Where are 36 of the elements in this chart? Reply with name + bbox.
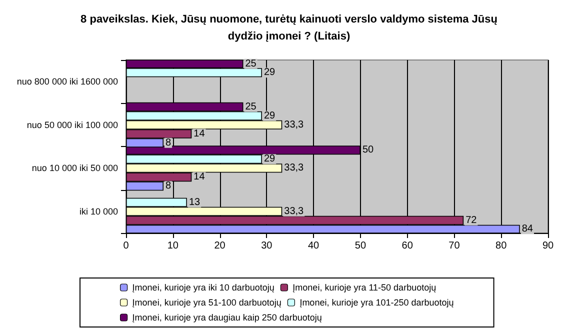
y-tick-label: nuo 800 000 iki 1600 000 [16, 76, 118, 87]
chart-title: 8 paveikslas. Kiek, Jūsų nuomone, turėtų kainuoti verslo valdymo sistema Jūsų dydžio įmonei ? (Litais) [80, 14, 498, 42]
x-tick-label: 70 [448, 240, 460, 252]
x-tick-label: 50 [354, 240, 366, 252]
x-tick-label: 30 [261, 240, 273, 252]
data-label: 33,3 [284, 119, 304, 130]
x-tick-label: 90 [542, 240, 554, 252]
legend-label: Įmonei, kurioje yra daugiau kaip 250 darbuotojų [132, 312, 322, 322]
data-label: 33,3 [284, 206, 304, 217]
data-label: 14 [194, 172, 206, 183]
data-label: 50 [362, 144, 374, 156]
y-tick-label: iki 10 000 [79, 206, 118, 216]
data-label: 8 [166, 137, 172, 148]
x-tick-label: 10 [167, 240, 179, 252]
data-label: 8 [166, 180, 172, 192]
legend-label: Įmonei, kurioje yra 101-250 darbuotojų [300, 298, 454, 308]
y-tick-label: nuo 10 000 iki 50 000 [32, 163, 118, 174]
data-label: 33,3 [284, 162, 304, 174]
x-tick-label: 0 [123, 240, 130, 252]
data-label: 29 [264, 67, 276, 78]
data-label: 25 [245, 58, 257, 70]
x-tick-label: 40 [308, 240, 320, 252]
legend-label: Įmonei, kurioje yra 11-50 darbuotojų [292, 282, 436, 292]
data-label: 29 [264, 154, 276, 165]
data-label: 13 [188, 196, 201, 208]
data-label: 14 [194, 128, 206, 140]
y-tick-label: nuo 50 000 iki 100 000 [26, 120, 118, 130]
data-label: 29 [264, 110, 276, 122]
x-tick-label: 60 [402, 240, 414, 252]
x-tick-label: 20 [214, 240, 226, 252]
legend-label: Įmonei, kurioje yra iki 10 darbuotojų [132, 282, 274, 292]
data-label: 72 [466, 214, 478, 226]
data-label: 25 [245, 101, 257, 112]
data-label: 84 [522, 224, 534, 235]
x-tick-label: 80 [496, 240, 508, 252]
legend-label: Įmonei, kurioje yra 51-100 darbuotojų [132, 298, 282, 308]
